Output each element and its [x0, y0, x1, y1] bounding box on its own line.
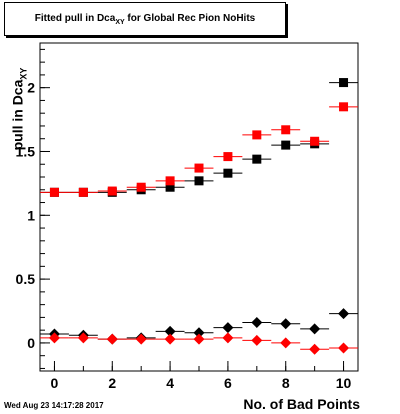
series-1	[40, 102, 358, 197]
timestamp: Wed Aug 23 14:17:28 2017	[4, 401, 104, 410]
data-point-diamond	[135, 333, 147, 345]
data-point-diamond	[251, 334, 263, 346]
x-tick-label: 4	[166, 375, 174, 391]
y-tick-label: 2	[27, 80, 35, 96]
data-point-square	[136, 182, 146, 192]
data-point-diamond	[222, 322, 234, 334]
x-tick-label: 2	[108, 375, 116, 391]
data-point-diamond	[309, 323, 321, 335]
x-tick-label: 10	[336, 375, 352, 391]
data-point-square	[281, 125, 291, 135]
chart-title: Fitted pull in DcaXY for Global Rec Pion…	[34, 13, 256, 26]
data-point-square	[107, 186, 117, 196]
data-point-diamond	[164, 333, 176, 345]
data-point-square	[339, 78, 349, 88]
data-point-diamond	[164, 325, 176, 337]
x-axis: 0 2 4 6 8 10	[51, 361, 352, 391]
title-box: Fitted pull in DcaXY for Global Rec Pion…	[4, 2, 286, 36]
y-axis-label: pull in DcaXY	[9, 67, 29, 151]
x-tick-label: 0	[51, 375, 59, 391]
data-point-square	[78, 187, 88, 197]
y-axis: 0 0.5 1 1.5 2	[16, 48, 50, 369]
data-point-square	[252, 130, 262, 140]
plot-frame	[39, 42, 359, 372]
data-point-diamond	[106, 333, 118, 345]
x-axis-label: No. of Bad Points	[243, 396, 360, 412]
data-point-square	[339, 102, 349, 112]
data-point-square	[223, 152, 233, 162]
data-point-diamond	[338, 308, 350, 320]
data-point-square	[223, 168, 233, 178]
data-point-diamond	[338, 342, 350, 354]
series-3	[40, 332, 358, 355]
data-point-square	[194, 163, 204, 173]
data-point-diamond	[48, 332, 60, 344]
data-point-diamond	[280, 318, 292, 330]
data-point-square	[49, 187, 59, 197]
series-layer	[40, 78, 358, 355]
data-point-square	[194, 176, 204, 186]
data-point-square	[310, 136, 320, 146]
data-point-square	[165, 176, 175, 186]
y-tick-label: 0	[27, 335, 35, 351]
data-point-diamond	[280, 337, 292, 349]
data-point-square	[165, 182, 175, 192]
data-point-square	[281, 140, 291, 150]
data-point-diamond	[309, 343, 321, 355]
y-tick-label: 0.5	[16, 271, 36, 287]
data-point-diamond	[193, 333, 205, 345]
data-point-diamond	[251, 317, 263, 329]
x-tick-label: 8	[282, 375, 290, 391]
data-point-diamond	[77, 332, 89, 344]
data-point-square	[252, 154, 262, 164]
y-tick-label: 1	[27, 207, 35, 223]
y-tick-label: 1.5	[16, 143, 36, 159]
data-point-diamond	[193, 327, 205, 339]
data-point-diamond	[222, 332, 234, 344]
x-tick-label: 6	[224, 375, 232, 391]
